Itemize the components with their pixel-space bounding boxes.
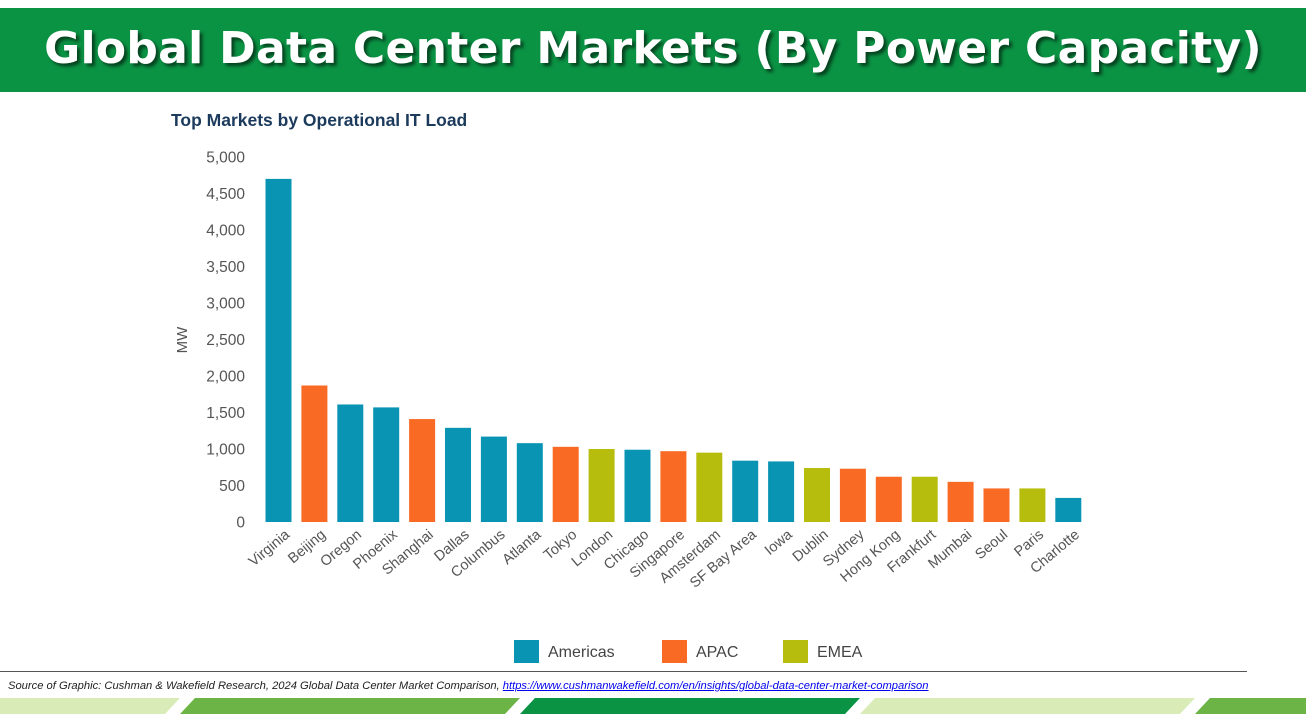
source-text: Source of Graphic: Cushman & Wakefield R… (8, 680, 503, 692)
y-tick-label: 4,500 (206, 186, 245, 203)
legend-label: APAC (696, 644, 738, 661)
x-tick-label: Atlanta (499, 526, 545, 568)
bar-columbus (480, 436, 507, 522)
bar-paris (1019, 488, 1046, 522)
bar-shanghai (409, 419, 436, 522)
legend-swatch-emea (783, 640, 808, 663)
bar-oregon (337, 404, 364, 522)
y-tick-label: 3,500 (206, 259, 245, 276)
bar-singapore (660, 451, 687, 522)
bar-london (588, 449, 615, 522)
y-tick-label: 4,000 (206, 223, 245, 240)
bar-atlanta (516, 443, 543, 522)
y-tick-label: 2,000 (206, 369, 245, 386)
y-tick-label: 500 (219, 478, 245, 495)
header-banner: Global Data Center Markets (By Power Cap… (0, 8, 1306, 92)
y-axis-label: MW (174, 326, 191, 353)
y-tick-label: 1,500 (206, 405, 245, 422)
chart-title: Top Markets by Operational IT Load (171, 110, 467, 130)
y-tick-label: 1,000 (206, 442, 245, 459)
bar-chicago (624, 449, 651, 522)
bar-sydney (839, 468, 866, 522)
footer-decoration (0, 698, 1306, 714)
bar-tokyo (552, 446, 579, 522)
divider (0, 671, 1247, 672)
legend-label: EMEA (817, 644, 863, 661)
legend-swatch-apac (662, 640, 687, 663)
x-tick-label: Virginia (246, 526, 294, 570)
y-tick-label: 3,000 (206, 296, 245, 313)
bar-phoenix (373, 407, 400, 522)
bar-dallas (445, 427, 471, 522)
legend-swatch-americas (514, 640, 539, 663)
bar-hong-kong (875, 476, 902, 522)
bar-frankfurt (911, 476, 938, 522)
y-tick-label: 2,500 (206, 332, 245, 349)
y-tick-label: 0 (236, 515, 245, 532)
bar-seoul (983, 488, 1010, 522)
bar-sf-bay-area (732, 460, 759, 522)
bar-mumbai (947, 481, 974, 522)
bar-beijing (301, 385, 328, 522)
source-link[interactable]: https://www.cushmanwakefield.com/en/insi… (502, 680, 929, 692)
bar-charlotte (1055, 497, 1082, 522)
y-tick-label: 5,000 (206, 150, 245, 167)
source-citation: Source of Graphic: Cushman & Wakefield R… (8, 680, 929, 692)
x-tick-label: Seoul (972, 527, 1011, 563)
bar-amsterdam (696, 452, 723, 522)
legend-label: Americas (548, 644, 615, 661)
bar-iowa (768, 461, 795, 522)
bar-dublin (804, 467, 830, 522)
page-title: Global Data Center Markets (By Power Cap… (44, 23, 1262, 74)
bar-virginia (265, 178, 292, 522)
